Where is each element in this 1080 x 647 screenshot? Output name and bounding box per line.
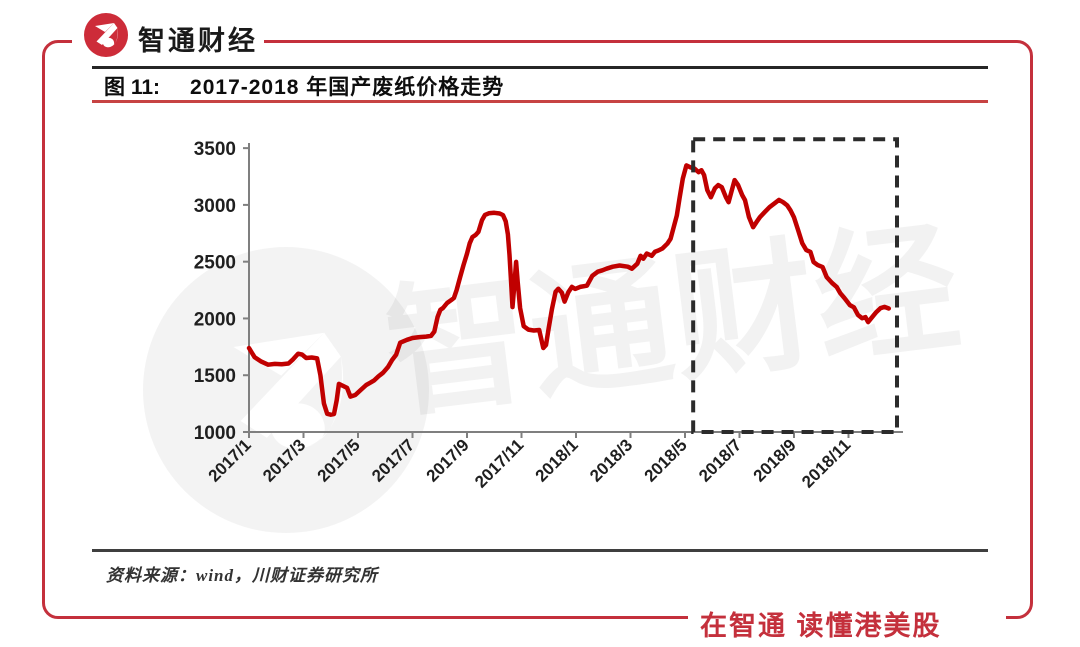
slogan-text: 在智通 读懂港美股 xyxy=(700,611,942,641)
figure-title: 2017-2018 年国产废纸价格走势 xyxy=(190,76,505,99)
svg-text:3500: 3500 xyxy=(194,139,236,160)
title-red-rule xyxy=(92,100,988,103)
svg-text:2017/5: 2017/5 xyxy=(314,435,364,485)
svg-text:2018/9: 2018/9 xyxy=(750,435,800,485)
svg-text:2018/7: 2018/7 xyxy=(695,435,745,485)
svg-text:2500: 2500 xyxy=(194,253,236,274)
svg-text:2017/7: 2017/7 xyxy=(368,435,418,485)
svg-text:1500: 1500 xyxy=(194,366,236,387)
source-text: 资料来源：wind，川财证券研究所 xyxy=(106,566,379,585)
svg-text:2000: 2000 xyxy=(194,309,236,330)
zhitong-logo-icon xyxy=(84,13,128,57)
svg-text:2017/11: 2017/11 xyxy=(471,435,527,491)
title-top-rule xyxy=(92,66,988,69)
svg-text:2017/3: 2017/3 xyxy=(259,435,309,485)
brand-name: 智通财经 xyxy=(138,26,258,56)
svg-text:2018/1: 2018/1 xyxy=(532,435,582,485)
frame-mask-bottom xyxy=(688,608,1006,629)
svg-text:2018/3: 2018/3 xyxy=(586,435,636,485)
svg-text:2018/11: 2018/11 xyxy=(798,435,854,491)
svg-text:1000: 1000 xyxy=(194,423,236,444)
decorative-frame xyxy=(42,40,1033,619)
source-divider xyxy=(92,549,988,552)
svg-text:3000: 3000 xyxy=(194,196,236,217)
svg-text:2017/9: 2017/9 xyxy=(423,435,473,485)
figure-label: 图 11: xyxy=(104,76,161,99)
figure-caption: 图 11: 2017-2018 年国产废纸价格走势 xyxy=(104,71,504,101)
svg-text:2018/5: 2018/5 xyxy=(641,435,691,485)
